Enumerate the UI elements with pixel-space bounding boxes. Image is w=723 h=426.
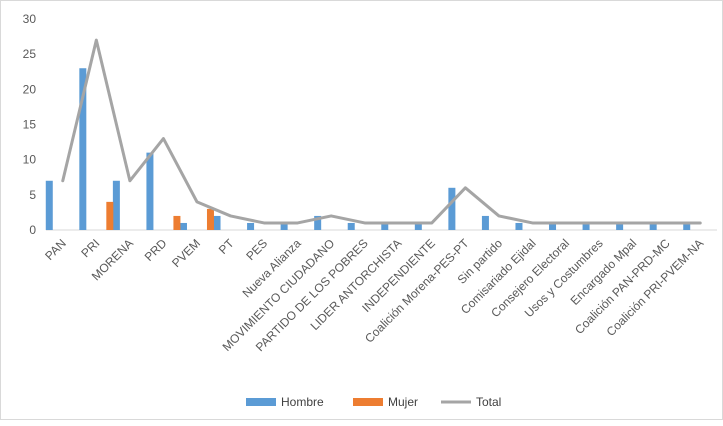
legend-label-total: Total	[476, 395, 501, 409]
legend-label-hombre: Hombre	[281, 395, 324, 409]
x-tick-label: PAN	[42, 236, 69, 263]
line-total	[61, 38, 702, 225]
bar-hombre	[515, 222, 523, 230]
bar-hombre	[616, 222, 624, 230]
bar-hombre	[683, 222, 691, 230]
bar-hombre	[247, 222, 255, 230]
y-tick-label: 15	[23, 118, 37, 132]
x-tick-label: PRI	[78, 236, 102, 260]
y-tick-label: 10	[23, 153, 37, 167]
bar-hombre	[112, 180, 120, 230]
bar-hombre	[280, 222, 288, 230]
bar-hombre	[213, 215, 221, 230]
bar-hombre	[45, 180, 53, 230]
bar-hombre	[179, 222, 187, 230]
bar-hombre	[414, 222, 422, 230]
legend-swatch-hombre	[246, 398, 276, 406]
bar-hombre	[481, 215, 489, 230]
x-tick-label: PT	[216, 236, 237, 257]
y-tick-label: 5	[29, 188, 36, 202]
bar-mujer	[173, 215, 181, 230]
bar-hombre	[549, 222, 557, 230]
y-tick-label: 0	[29, 223, 36, 237]
bar-hombre	[314, 215, 322, 230]
legend-swatch-mujer	[353, 398, 383, 406]
legend-label-mujer: Mujer	[388, 395, 418, 409]
bar-hombre	[649, 222, 657, 230]
bar-hombre	[582, 222, 590, 230]
bar-mujer	[206, 208, 214, 230]
bar-mujer	[106, 201, 114, 230]
bar-hombre	[448, 187, 456, 230]
x-tick-label: PES	[243, 236, 270, 263]
bar-hombre	[381, 222, 389, 230]
y-tick-label: 20	[23, 82, 37, 96]
x-tick-label: PRD	[142, 236, 170, 264]
x-tick-label: PVEM	[169, 236, 203, 270]
bar-hombre	[347, 222, 355, 230]
y-tick-label: 30	[23, 12, 37, 26]
y-tick-label: 25	[23, 47, 37, 61]
bar-hombre	[79, 68, 87, 230]
bar-hombre	[146, 152, 154, 230]
